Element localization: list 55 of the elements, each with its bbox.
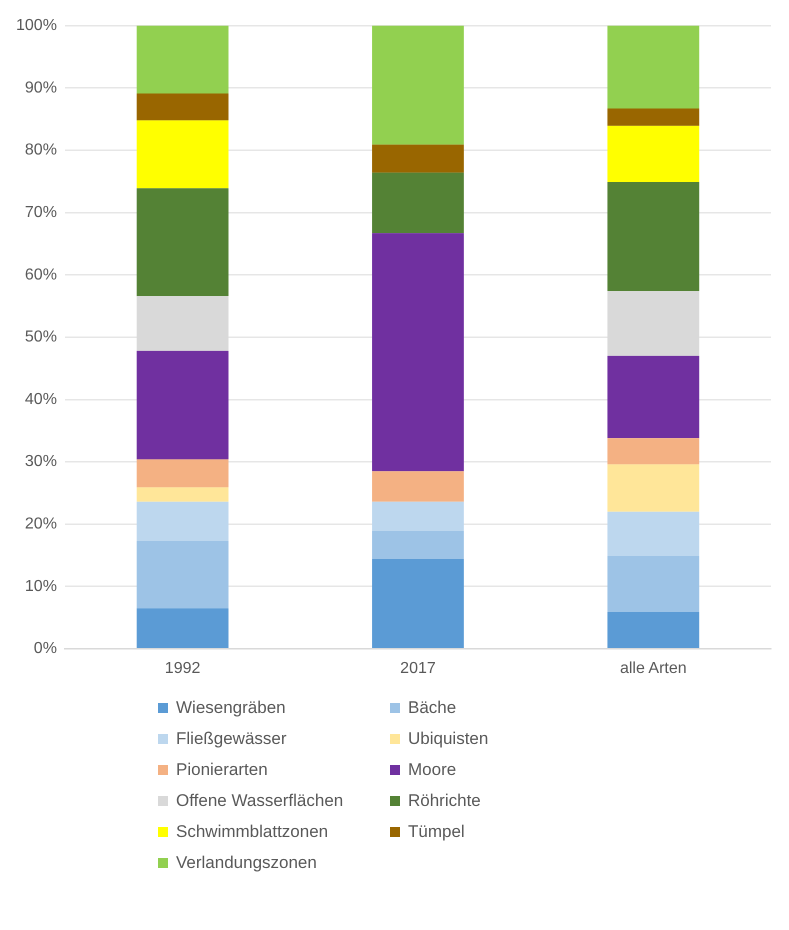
bar — [607, 464, 700, 512]
bar — [136, 26, 228, 94]
y-tick-label: 60% — [24, 266, 57, 284]
bar — [136, 94, 228, 120]
y-tick-label: 30% — [24, 453, 57, 470]
bar — [136, 459, 228, 488]
y-tick-label: 0% — [34, 640, 57, 658]
y-tick-label: 70% — [24, 204, 57, 221]
bar — [372, 471, 464, 502]
x-tick-label: 2017 — [400, 660, 436, 677]
bar — [372, 172, 464, 234]
bar — [607, 512, 700, 556]
bar — [607, 182, 700, 292]
bar — [607, 26, 700, 108]
y-tick-label: 40% — [24, 390, 57, 408]
bar — [607, 356, 700, 438]
legend-label: Moore — [408, 760, 456, 780]
bar — [607, 126, 700, 182]
bar — [607, 556, 700, 612]
legend-label: Bäche — [408, 698, 456, 718]
legend-label: Verlandungszonen — [176, 853, 317, 873]
bar — [136, 502, 228, 541]
y-tick-label: 50% — [24, 328, 57, 346]
legend-label: Ubiquisten — [408, 729, 488, 749]
bar — [136, 487, 228, 502]
legend-label: Röhrichte — [408, 791, 481, 811]
bar — [607, 612, 700, 648]
bar — [607, 291, 700, 356]
bar — [372, 559, 464, 648]
bar — [136, 540, 228, 608]
y-tick-label: 100% — [16, 17, 57, 34]
legend-label: Pionierarten — [176, 760, 268, 780]
bar — [136, 350, 228, 460]
x-tick-label: alle Arten — [620, 660, 687, 677]
y-tick-label: 90% — [24, 79, 57, 96]
y-tick-label: 10% — [24, 578, 57, 595]
y-tick-label: 20% — [24, 516, 57, 533]
y-tick-label: 80% — [24, 142, 57, 159]
bar — [136, 188, 228, 296]
legend-label: Schwimmblattzonen — [176, 822, 328, 842]
bar — [136, 120, 228, 188]
bar — [136, 296, 228, 351]
bar — [136, 608, 228, 648]
legend-label: Fließgewässer — [176, 729, 287, 749]
bar — [607, 108, 700, 126]
bar — [372, 144, 464, 173]
legend-label: Wiesengräben — [176, 698, 286, 718]
bar — [372, 531, 464, 560]
legend-label: Offene Wasserflächen — [176, 791, 344, 811]
legend-label: Tümpel — [408, 822, 465, 842]
x-tick-label: 1992 — [164, 660, 200, 677]
bar — [607, 438, 700, 464]
bar — [372, 26, 464, 145]
bar — [372, 233, 464, 472]
bar — [372, 502, 464, 532]
